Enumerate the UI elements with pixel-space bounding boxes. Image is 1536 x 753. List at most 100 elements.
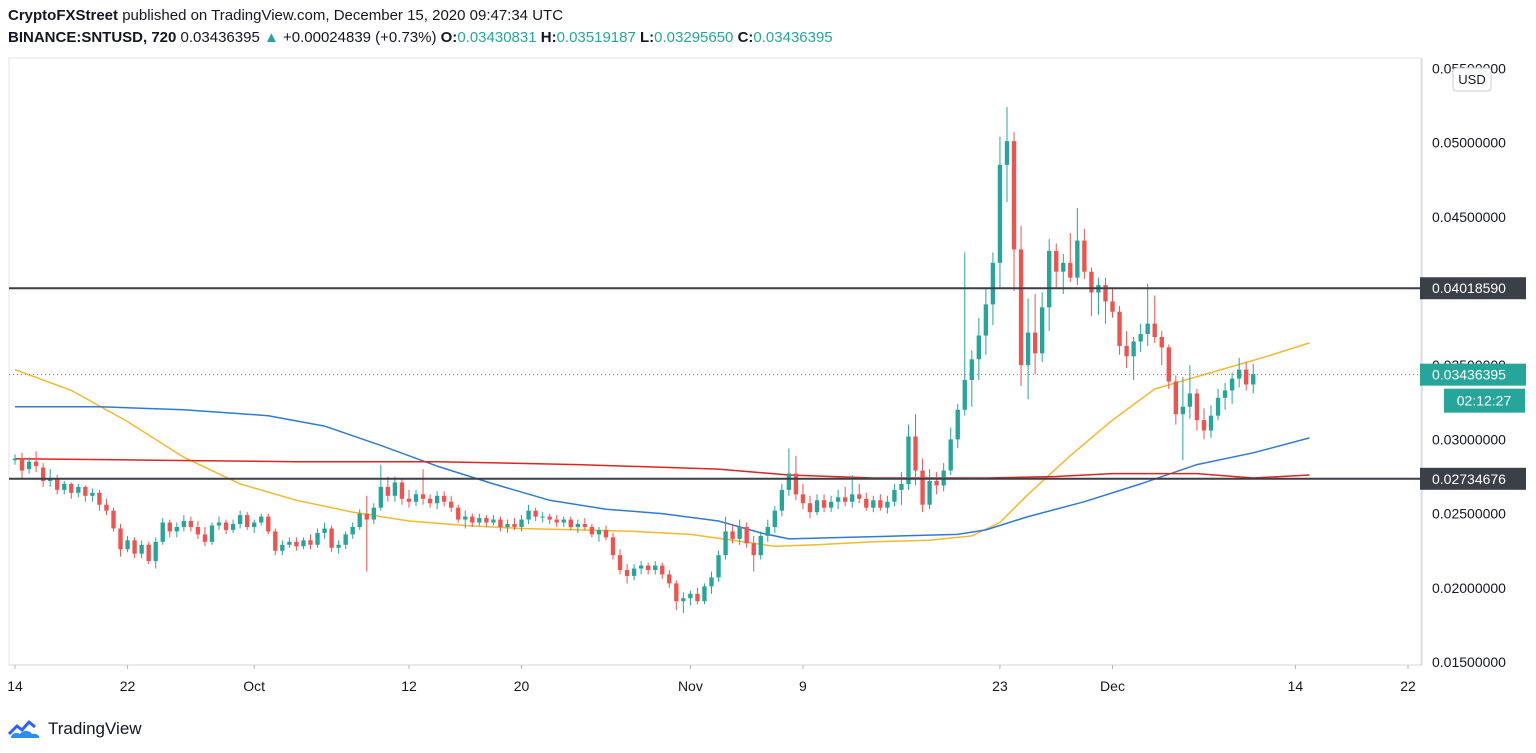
candle-body xyxy=(69,483,74,493)
candle-body xyxy=(1025,332,1031,366)
candle xyxy=(364,495,369,572)
candle xyxy=(40,463,46,487)
candle xyxy=(463,510,468,529)
candle xyxy=(1117,305,1122,355)
candle xyxy=(111,507,116,532)
candle xyxy=(329,525,334,553)
candle xyxy=(273,528,278,556)
candle xyxy=(266,513,271,535)
candle-body xyxy=(132,540,137,554)
candle-body xyxy=(624,570,630,576)
candle-body xyxy=(793,473,799,495)
x-tick-label: 23 xyxy=(992,678,1008,694)
currency-badge[interactable] xyxy=(1452,67,1492,92)
candle-body xyxy=(864,498,869,508)
candle-body xyxy=(230,524,236,530)
candle xyxy=(1145,283,1150,346)
candle-body xyxy=(406,498,412,502)
price-change: +0.00024839 (+0.73%) xyxy=(283,29,437,46)
candle xyxy=(160,518,165,545)
candle xyxy=(97,489,102,511)
candle xyxy=(1131,337,1136,381)
candle-body xyxy=(1222,390,1228,398)
candle xyxy=(1215,388,1221,421)
candle xyxy=(1047,239,1052,332)
x-tick-label: 20 xyxy=(514,678,530,694)
candle xyxy=(1229,372,1235,404)
candle-body xyxy=(751,543,756,556)
candle xyxy=(962,252,967,416)
candle-body xyxy=(807,503,813,513)
candle xyxy=(498,516,503,532)
candle-body xyxy=(1089,271,1094,293)
candle xyxy=(864,492,869,511)
candle xyxy=(19,452,25,479)
candle-body xyxy=(589,526,595,535)
candle-body xyxy=(730,531,735,539)
candle xyxy=(540,512,545,523)
candle xyxy=(1103,277,1108,324)
candle-body xyxy=(582,524,588,527)
candle-body xyxy=(329,528,334,548)
candle xyxy=(526,504,531,525)
candle-body xyxy=(1187,393,1193,407)
level-label-bg xyxy=(1420,467,1526,490)
candle-body xyxy=(723,531,728,556)
y-tick-label: 0.02000000 xyxy=(1432,580,1506,596)
candle xyxy=(449,495,454,513)
candle xyxy=(610,532,616,560)
candle-body xyxy=(26,461,32,470)
candle xyxy=(62,480,67,495)
candle xyxy=(1004,106,1010,202)
candle xyxy=(547,513,552,525)
candle xyxy=(674,580,679,611)
candle-body xyxy=(40,467,46,481)
candle xyxy=(477,513,482,526)
candle xyxy=(301,537,306,550)
candle xyxy=(603,525,609,541)
candle xyxy=(934,472,939,495)
candle-body xyxy=(216,522,222,526)
currency-badge-label[interactable]: USD xyxy=(1458,72,1485,87)
candle xyxy=(688,590,693,606)
footer-brand[interactable]: TradingView xyxy=(48,719,142,738)
candle-body xyxy=(505,524,510,527)
candle xyxy=(1096,277,1101,315)
candle-body xyxy=(575,524,581,527)
candle-body xyxy=(139,544,144,554)
candle xyxy=(259,513,264,526)
x-tick-label: Nov xyxy=(678,678,703,694)
candle-body xyxy=(12,458,18,461)
x-tick-label: 14 xyxy=(7,678,23,694)
candle xyxy=(765,519,770,542)
close-label: C: xyxy=(737,29,754,46)
candle-body xyxy=(1180,406,1186,415)
candle-body xyxy=(1004,141,1010,165)
candle xyxy=(1222,383,1228,410)
candle-body xyxy=(371,507,376,520)
candle-body xyxy=(477,518,482,523)
candle xyxy=(1011,132,1017,292)
candle-body xyxy=(702,586,707,602)
publisher-name[interactable]: CryptoFXStreet xyxy=(8,7,119,24)
candle xyxy=(146,541,151,565)
candle-body xyxy=(526,510,531,520)
candle xyxy=(1068,233,1073,283)
candle xyxy=(871,495,876,513)
symbol-label[interactable]: BINANCE:SNTUSD, 720 xyxy=(8,29,177,46)
candle xyxy=(955,403,960,449)
candle-body xyxy=(653,565,658,571)
candle xyxy=(132,537,137,559)
candle-body xyxy=(962,380,967,410)
low-value: 0.03295650 xyxy=(654,29,734,46)
candle-body xyxy=(1145,323,1150,335)
candle-body xyxy=(674,583,679,602)
candle-body xyxy=(1229,378,1235,391)
candle xyxy=(554,515,559,527)
candle-body xyxy=(1103,285,1108,302)
candle xyxy=(1166,344,1171,389)
y-tick-label: 0.04500000 xyxy=(1432,209,1506,225)
candle xyxy=(575,519,581,533)
tradingview-logo-icon[interactable] xyxy=(8,718,42,740)
